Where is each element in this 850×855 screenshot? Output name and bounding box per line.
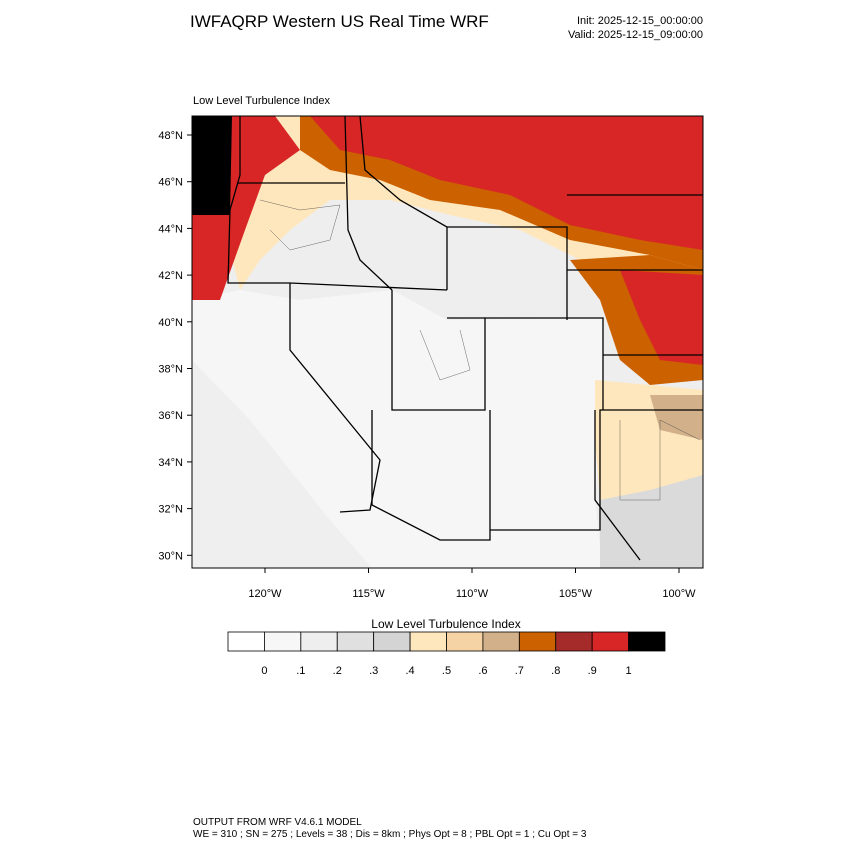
colorbar-box: [300, 631, 338, 652]
colorbar-label: .9: [588, 665, 597, 677]
footer-line: OUTPUT FROM WRF V4.6.1 MODEL: [193, 817, 362, 828]
colorbar-box: [628, 631, 666, 652]
lon-label: 120°W: [248, 588, 282, 600]
colorbar-label: .1: [296, 665, 305, 677]
colorbar-label: 1: [626, 665, 632, 677]
colorbar-box: [591, 631, 629, 652]
colorbar-label: 0: [261, 665, 267, 677]
colorbar-box: [227, 631, 265, 652]
lat-label: 30°N: [158, 550, 183, 562]
colorbar-box: [555, 631, 593, 652]
lat-label: 46°N: [158, 177, 183, 189]
lat-label: 32°N: [158, 504, 183, 516]
lon-label: 115°W: [352, 588, 385, 600]
colorbar-label: .2: [333, 665, 342, 677]
lon-axis: 120°W 115°W 110°W 105°W 100°W: [248, 568, 696, 600]
lat-label: 38°N: [158, 364, 183, 376]
lat-label: 48°N: [158, 130, 183, 142]
lon-label: 110°W: [456, 588, 489, 600]
colorbar-label: .5: [442, 665, 451, 677]
lat-label: 44°N: [158, 223, 183, 235]
lon-label: 100°W: [662, 588, 696, 600]
colorbar-title: Low Level Turbulence Index: [371, 617, 520, 631]
colorbar-box: [446, 631, 484, 652]
colorbar: 0 .1 .2 .3 .4 .5 .6 .7 .8 .9 1: [227, 631, 666, 677]
colorbar-label: .8: [551, 665, 560, 677]
colorbar-label: .7: [515, 665, 524, 677]
lon-label: 105°W: [559, 588, 593, 600]
title: IWFAQRP Western US Real Time WRF: [190, 12, 489, 31]
lat-label: 34°N: [158, 457, 183, 469]
footer-line: WE = 310 ; SN = 275 ; Levels = 38 ; Dis …: [193, 829, 587, 840]
lat-label: 40°N: [158, 317, 183, 329]
colorbar-box: [482, 631, 520, 652]
lat-axis: 48°N 46°N 44°N 42°N 40°N 38°N 36°N 34°N 32°N 30°N: [158, 130, 192, 562]
map-subtitle: Low Level Turbulence Index: [193, 95, 330, 107]
map: [191, 115, 704, 569]
colorbar-label: .6: [478, 665, 487, 677]
valid-time: Valid: 2025-12-15_09:00:00: [568, 29, 703, 41]
colorbar-box: [373, 631, 411, 652]
colorbar-box: [409, 631, 447, 652]
lat-label: 36°N: [158, 410, 183, 422]
colorbar-box: [264, 631, 302, 652]
lat-label: 42°N: [158, 270, 183, 282]
init-time: Init: 2025-12-15_00:00:00: [577, 15, 703, 27]
colorbar-label: .3: [369, 665, 378, 677]
colorbar-box: [336, 631, 375, 652]
colorbar-label: .4: [405, 665, 414, 677]
colorbar-box: [518, 631, 557, 652]
